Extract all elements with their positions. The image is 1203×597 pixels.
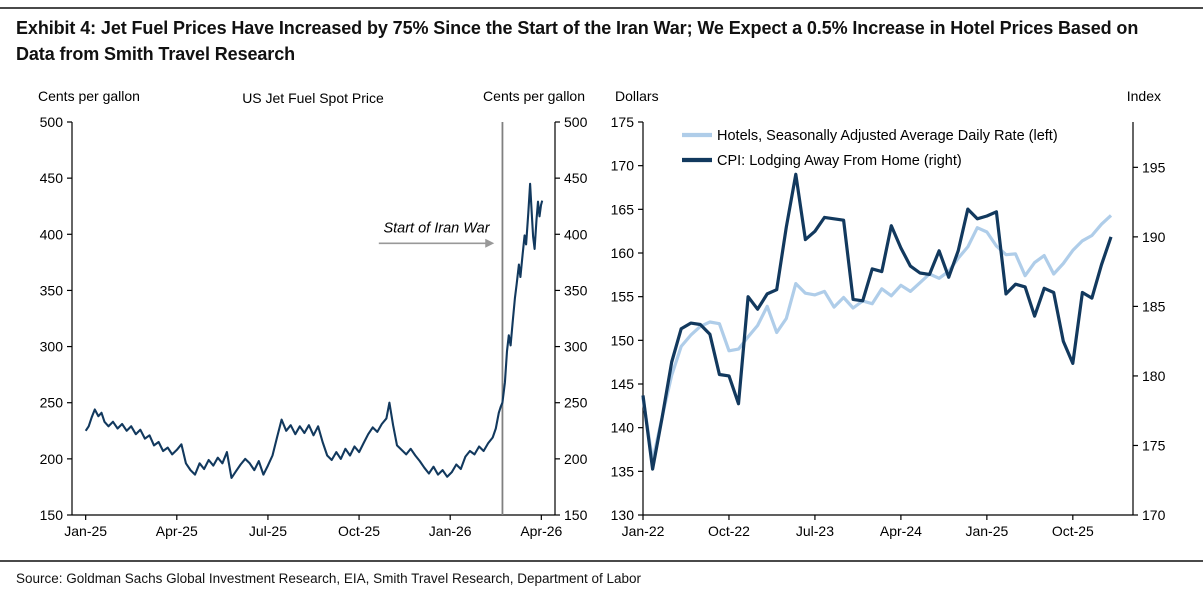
tick-label: Apr-25 <box>156 523 198 539</box>
tick-label: 450 <box>40 170 64 186</box>
hotel-cpi-chart: Dollars Index 130 135 140 145 150 155 160 165 170 1… <box>611 88 1166 539</box>
tick-label: 250 <box>564 395 588 411</box>
tick-label: 350 <box>564 282 588 298</box>
jet-fuel-chart: Cents per gallon US Jet Fuel Spot Price Ce… <box>38 88 588 539</box>
bottom-rule <box>0 560 1203 562</box>
tick-label: 150 <box>564 507 588 523</box>
tick-label: 200 <box>40 451 64 467</box>
legend-label: CPI: Lodging Away From Home (right) <box>717 153 962 169</box>
tick-label: Oct-25 <box>338 523 380 539</box>
tick-label: 150 <box>40 507 64 523</box>
tick-label: Jul-25 <box>249 523 287 539</box>
tick-label: 140 <box>611 420 635 436</box>
tick-label: 155 <box>611 289 635 305</box>
tick-label: 195 <box>1142 159 1166 175</box>
tick-label: Oct-22 <box>708 523 750 539</box>
tick-label: Oct-25 <box>1052 523 1094 539</box>
tick-label: Jan-25 <box>64 523 107 539</box>
tick-label: 175 <box>1142 437 1166 453</box>
tick-label: 160 <box>611 245 635 261</box>
tick-label: 185 <box>1142 298 1166 314</box>
right-axis-title: Cents per gallon <box>483 88 585 104</box>
tick-label: 400 <box>564 226 588 242</box>
left-axis-title: Dollars <box>615 88 659 104</box>
tick-label: 300 <box>40 339 64 355</box>
tick-label: Jan-25 <box>965 523 1008 539</box>
tick-label: 350 <box>40 282 64 298</box>
hotels-adr-series <box>641 214 1113 463</box>
tick-label: 145 <box>611 376 635 392</box>
legend-label: Hotels, Seasonally Adjusted Average Dail… <box>717 128 1058 144</box>
tick-label: 200 <box>564 451 588 467</box>
tick-label: 500 <box>40 114 64 130</box>
top-rule <box>0 7 1203 9</box>
exhibit-title: Exhibit 4: Jet Fuel Prices Have Increase… <box>16 18 1139 65</box>
tick-label: 170 <box>1142 507 1166 523</box>
tick-label: Jan-26 <box>429 523 472 539</box>
jet-fuel-series <box>84 182 544 479</box>
tick-label: 190 <box>1142 229 1166 245</box>
tick-label: 135 <box>611 463 635 479</box>
tick-label: 130 <box>611 507 635 523</box>
tick-label: 400 <box>40 226 64 242</box>
tick-label: 300 <box>564 339 588 355</box>
chart-title: US Jet Fuel Spot Price <box>242 90 384 106</box>
tick-label: Jan-22 <box>622 523 665 539</box>
tick-label: 175 <box>611 114 635 130</box>
right-axis-title: Index <box>1127 88 1161 104</box>
tick-label: Jul-23 <box>796 523 834 539</box>
tick-label: 180 <box>1142 368 1166 384</box>
tick-label: 450 <box>564 170 588 186</box>
tick-label: 250 <box>40 395 64 411</box>
tick-label: Apr-26 <box>520 523 562 539</box>
source-note: Source: Goldman Sachs Global Investment … <box>16 571 642 586</box>
annotation-arrowhead <box>485 238 495 248</box>
tick-label: 500 <box>564 114 588 130</box>
tick-label: 165 <box>611 201 635 217</box>
cpi-lodging-series <box>641 172 1113 471</box>
tick-label: Apr-24 <box>880 523 922 539</box>
iran-war-annotation: Start of Iran War <box>383 221 490 237</box>
left-axis-title: Cents per gallon <box>38 88 140 104</box>
tick-label: 170 <box>611 158 635 174</box>
tick-label: 150 <box>611 332 635 348</box>
